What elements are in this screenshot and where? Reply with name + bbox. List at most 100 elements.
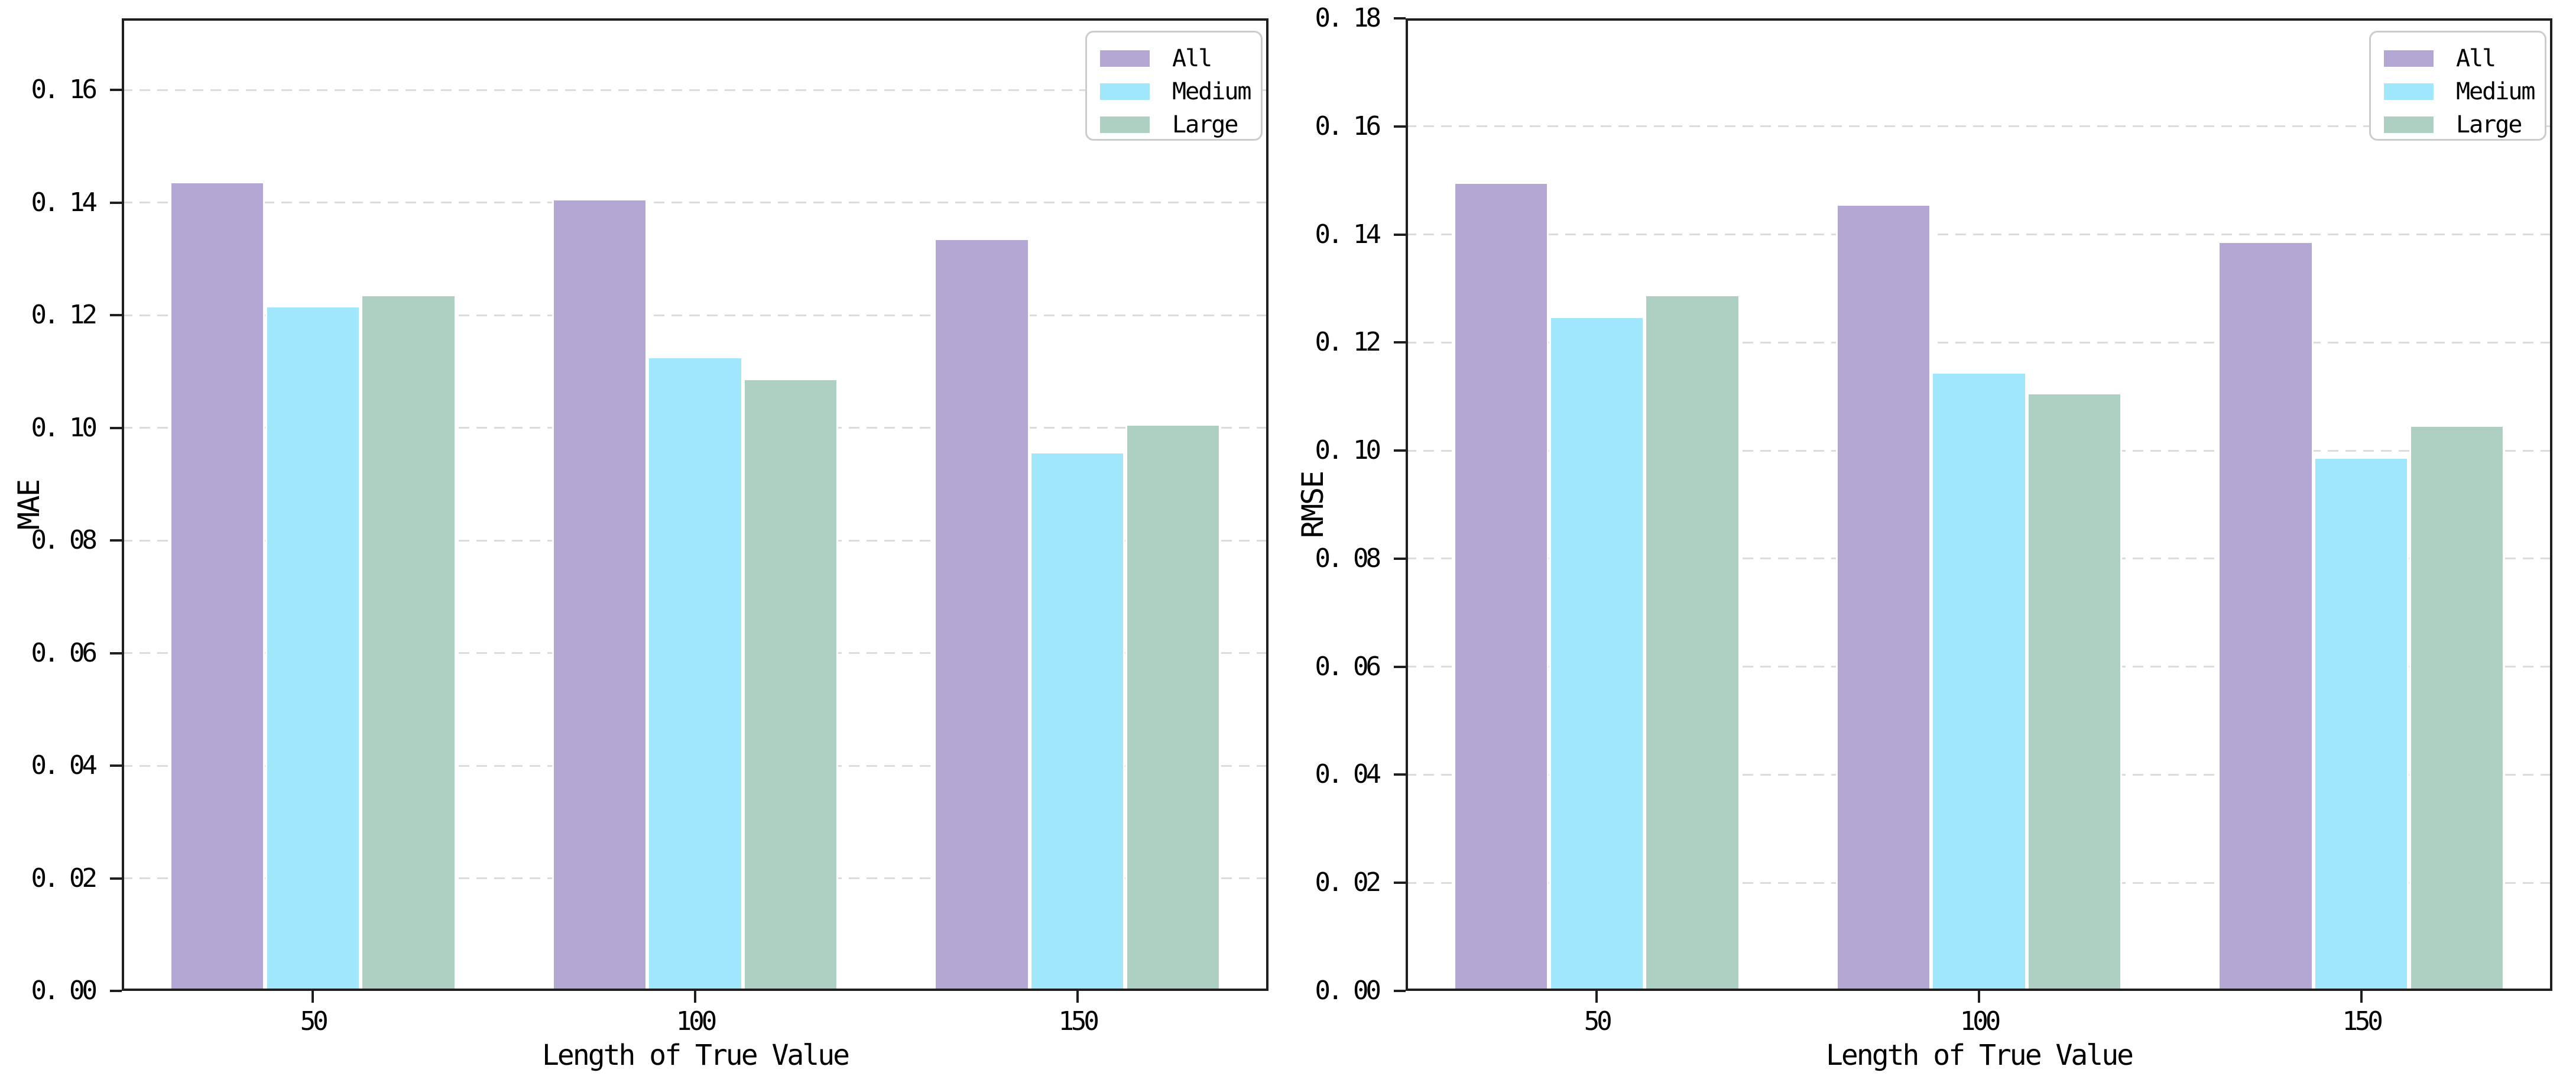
rmse-x-tick-label-150: 150 [2342, 1006, 2383, 1036]
mae-bar-all-150 [934, 238, 1030, 991]
mae-legend-label-large: Large [1172, 111, 1238, 138]
rmse-y-tick-0.12 [1394, 341, 1406, 344]
rmse-bar-large-50 [1644, 294, 1740, 991]
mae-y-tick-label-0: 0. 00 [31, 976, 98, 1006]
mae-bar-all-100 [551, 198, 648, 991]
rmse-bar-medium-150 [2313, 457, 2409, 991]
mae-gridline-0.14 [122, 202, 1268, 203]
rmse-legend-label-medium: Medium [2456, 78, 2535, 105]
mae-bar-medium-150 [1029, 452, 1125, 991]
mae-y-tick-0.14 [110, 201, 122, 204]
rmse-bar-large-150 [2409, 425, 2505, 991]
rmse-y-tick-label-0.1: 0. 10 [1315, 435, 1381, 466]
rmse-y-tick-label-0: 0. 00 [1315, 976, 1381, 1006]
mae-legend-item-all: All [1100, 46, 1245, 71]
rmse-bar-large-100 [2026, 393, 2123, 991]
medium-series-swatch-icon [2384, 83, 2434, 100]
rmse-y-tick-0.18 [1394, 17, 1406, 20]
mae-legend: All Medium Large [1085, 31, 1263, 141]
medium-series-swatch-icon [1100, 83, 1150, 100]
rmse-y-tick-label-0.14: 0. 14 [1315, 219, 1381, 250]
rmse-legend-label-all: All [2456, 45, 2496, 72]
all-series-swatch-icon [1100, 50, 1150, 67]
mae-y-tick-label-0.02: 0. 02 [31, 863, 98, 893]
mae-y-tick-0.06 [110, 652, 122, 654]
large-series-swatch-icon [2384, 116, 2434, 133]
rmse-y-tick-label-0.08: 0. 08 [1315, 543, 1381, 573]
rmse-x-tick-50 [1595, 991, 1598, 1003]
rmse-y-tick-0.14 [1394, 233, 1406, 236]
mae-y-tick-0.08 [110, 539, 122, 542]
mae-x-tick-label-50: 50 [300, 1006, 329, 1036]
rmse-legend-item-large: Large [2384, 112, 2529, 137]
rmse-y-tick-0.16 [1394, 125, 1406, 128]
mae-y-tick-0.04 [110, 764, 122, 767]
mae-bar-large-150 [1125, 423, 1221, 991]
rmse-y-tick-label-0.18: 0. 18 [1315, 3, 1381, 33]
rmse-y-tick-label-0.16: 0. 16 [1315, 111, 1381, 141]
mae-bar-medium-50 [265, 305, 361, 991]
mae-bar-large-50 [361, 294, 456, 991]
rmse-y-tick-label-0.06: 0. 06 [1315, 651, 1381, 682]
mae-bar-medium-100 [647, 356, 743, 991]
mae-x-tick-100 [694, 991, 696, 1003]
mae-y-tick-label-0.16: 0. 16 [31, 74, 98, 105]
rmse-bar-all-150 [2218, 241, 2314, 991]
mae-y-tick-0.16 [110, 89, 122, 91]
all-series-swatch-icon [2384, 50, 2434, 67]
mae-y-tick-0.12 [110, 314, 122, 316]
mae-bar-all-50 [169, 182, 265, 991]
mae-legend-item-large: Large [1100, 112, 1245, 137]
rmse-y-tick-label-0.12: 0. 12 [1315, 327, 1381, 358]
rmse-y-tick-0 [1394, 990, 1406, 992]
rmse-gridline-0.14 [1406, 234, 2552, 236]
mae-y-tick-label-0.04: 0. 04 [31, 750, 98, 780]
mae-gridline-0.12 [122, 314, 1268, 316]
mae-y-tick-label-0.08: 0. 08 [31, 525, 98, 555]
rmse-legend-item-medium: Medium [2384, 79, 2535, 104]
rmse-x-tick-label-100: 100 [1959, 1006, 2001, 1036]
mae-legend-label-all: All [1172, 45, 1212, 72]
rmse-bar-all-50 [1453, 182, 1549, 991]
mae-legend-item-medium: Medium [1100, 79, 1251, 104]
rmse-y-tick-0.02 [1394, 882, 1406, 884]
mae-x-tick-label-100: 100 [676, 1006, 717, 1036]
rmse-x-tick-100 [1978, 991, 1980, 1003]
mae-y-tick-label-0.1: 0. 10 [31, 412, 98, 443]
mae-y-tick-label-0.12: 0. 12 [31, 300, 98, 330]
mae-x-tick-50 [312, 991, 314, 1003]
mae-y-tick-label-0.14: 0. 14 [31, 187, 98, 218]
mae-gridline-0.16 [122, 89, 1268, 91]
large-series-swatch-icon [1100, 116, 1150, 133]
rmse-y-tick-0.08 [1394, 557, 1406, 560]
rmse-y-tick-label-0.04: 0. 04 [1315, 759, 1381, 790]
rmse-legend-label-large: Large [2456, 111, 2522, 138]
rmse-gridline-0.16 [1406, 125, 2552, 128]
rmse-legend-item-all: All [2384, 46, 2529, 71]
rmse-x-tick-label-50: 50 [1584, 1006, 1613, 1036]
mae-y-tick-0.1 [110, 426, 122, 429]
rmse-y-tick-label-0.02: 0. 02 [1315, 867, 1381, 898]
mae-y-tick-0.02 [110, 877, 122, 880]
rmse-x-axis-title: Length of True Value [1826, 1039, 2134, 1072]
rmse-x-tick-150 [2360, 991, 2363, 1003]
mae-x-axis-title: Length of True Value [542, 1039, 850, 1072]
mae-y-axis-title: MAE [12, 479, 46, 530]
mae-x-tick-150 [1076, 991, 1079, 1003]
rmse-bar-medium-100 [1931, 371, 2027, 991]
mae-bar-large-100 [742, 378, 839, 991]
rmse-y-tick-0.1 [1394, 449, 1406, 452]
rmse-gridline-0.12 [1406, 341, 2552, 344]
rmse-y-axis-title: RMSE [1296, 471, 1330, 538]
rmse-bar-medium-50 [1549, 316, 1645, 991]
rmse-y-tick-0.04 [1394, 773, 1406, 776]
mae-x-tick-label-150: 150 [1058, 1006, 1099, 1036]
rmse-legend: All Medium Large [2369, 31, 2546, 141]
rmse-y-tick-0.06 [1394, 665, 1406, 668]
mae-legend-label-medium: Medium [1172, 78, 1251, 105]
mae-y-tick-0 [110, 990, 122, 992]
mae-y-tick-label-0.06: 0. 06 [31, 637, 98, 668]
